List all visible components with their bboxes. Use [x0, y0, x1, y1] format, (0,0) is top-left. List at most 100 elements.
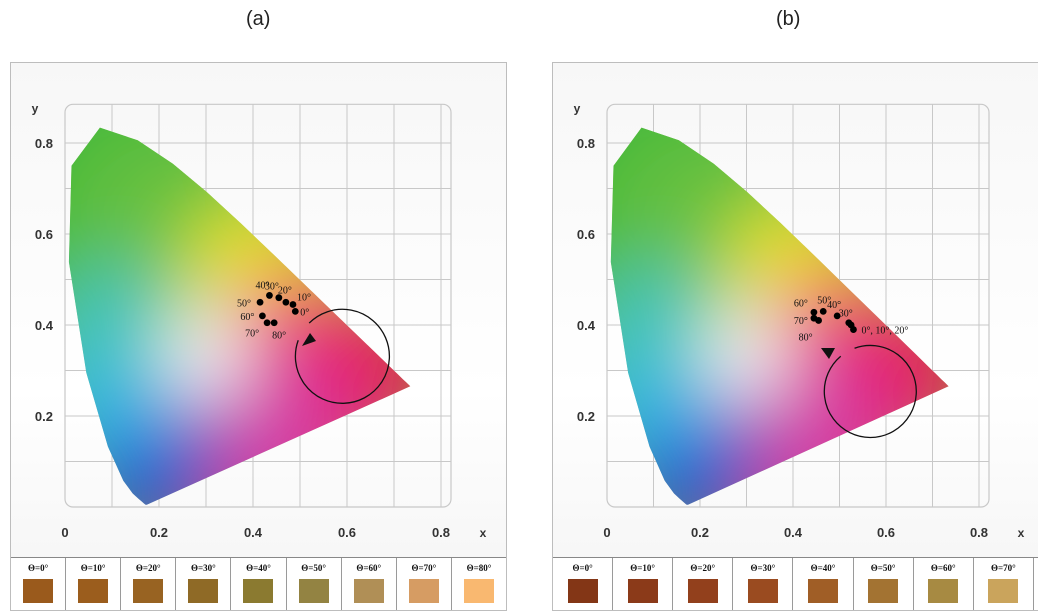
cie-chromaticity-diagram-a: 0 0.2 0.4 0.6 0.8 0.2 0.4 0.6 0.8 x y 0° 10° 20°30°40…: [32, 101, 487, 540]
data-point: [291, 307, 299, 315]
color-swatch-row-a: Θ=0° Θ=10° Θ=20° Θ=30° Θ=40° Θ=50° Θ=60° Θ=70° Θ…: [11, 557, 506, 610]
swatch-color: [627, 579, 658, 603]
swatch-color: [78, 579, 109, 603]
swatch-color: [23, 579, 54, 603]
data-point: [266, 292, 273, 299]
chromaticity-gamut: [68, 127, 411, 505]
data-point: [289, 301, 297, 308]
data-point-label: 40°: [827, 300, 841, 311]
chart-panel-a: 0 0.2 0.4 0.6 0.8 0.2 0.4 0.6 0.8 x y 0° 10° 20° 30° 40…: [10, 62, 507, 611]
x-tick-label: 0.6: [877, 525, 895, 540]
swatch-label: Θ=60°: [930, 563, 956, 573]
rotation-arrow-head: [821, 348, 835, 359]
x-tick-label: 0.4: [244, 525, 263, 540]
swatch-color: [298, 579, 329, 603]
swatch-cell: Θ=70°: [974, 558, 1034, 610]
data-point: [256, 298, 264, 306]
x-tick-label: 0.4: [784, 525, 803, 540]
data-point: [275, 294, 283, 302]
data-point-label: 20°: [278, 285, 292, 296]
y-tick-label: 0.6: [35, 227, 53, 242]
panel-label-a: (a): [246, 8, 271, 30]
swatch-color: [188, 579, 219, 603]
swatch-cell: Θ=50°: [287, 558, 342, 610]
swatch-label: Θ=70°: [411, 563, 437, 573]
y-tick-label: 0.8: [35, 136, 53, 151]
plot-frame: [606, 103, 990, 508]
swatch-color: [868, 579, 899, 603]
y-tick-label: 0.4: [35, 318, 54, 333]
y-tick-label: 0.2: [577, 409, 595, 424]
swatch-color: [747, 579, 778, 603]
rotation-arrow-head: [302, 333, 316, 346]
swatch-cell: Θ=10°: [66, 558, 122, 610]
swatch-color: [988, 579, 1019, 603]
swatch-color: [408, 579, 439, 603]
swatch-cell: Θ=0°: [553, 558, 614, 610]
x-tick-label: 0.6: [338, 525, 356, 540]
panel-label-b: (b): [776, 8, 801, 30]
swatch-color: [353, 579, 384, 603]
swatch-cell: Θ=0°: [11, 558, 67, 610]
data-point-label: 70°: [794, 316, 808, 327]
data-point: [282, 298, 290, 306]
swatch-cell: Θ=60°: [342, 558, 397, 610]
rotation-arrow-arc: [294, 308, 391, 404]
data-point: [810, 308, 818, 316]
x-tick-label: 0: [61, 525, 68, 540]
swatch-color: [567, 579, 598, 603]
swatch-color: [687, 579, 718, 603]
swatch-label: Θ=0°: [572, 563, 593, 573]
x-tick-label: 0.8: [432, 525, 450, 540]
x-tick-label: 0: [603, 525, 610, 540]
swatch-label: Θ=80°: [466, 563, 492, 573]
data-point: [815, 317, 822, 324]
data-point-label: 30°: [839, 309, 853, 320]
swatch-label: Θ=40°: [246, 563, 271, 573]
plot-frame: [64, 103, 452, 508]
swatch-cell: Θ=20°: [673, 558, 734, 610]
color-swatch-row-b: Θ=0° Θ=10° Θ=20° Θ=30° Θ=40° Θ=50° Θ=60° Θ=70° Θ…: [553, 557, 1038, 610]
swatch-label: Θ=0°: [27, 563, 49, 573]
data-point-label: 60°: [794, 298, 808, 309]
data-point-label: 80°: [799, 332, 813, 343]
x-tick-label: 0.8: [970, 525, 988, 540]
data-point-label: 10°: [297, 293, 311, 304]
y-axis-label: y: [32, 101, 39, 115]
x-axis-label: x: [480, 526, 487, 540]
swatch-label: Θ=40°: [810, 563, 836, 573]
data-point-label: 0°, 10°, 20°: [861, 326, 908, 337]
swatch-cell: Θ=10°: [613, 558, 674, 610]
swatch-label: Θ=50°: [870, 563, 896, 573]
y-tick-label: 0.4: [577, 318, 596, 333]
data-point-label: 60°: [240, 312, 254, 323]
chart-panel-b: 0 0.2 0.4 0.6 0.8 0.2 0.4 0.6 0.8 x y 0°, 10°, 20° 3…: [552, 62, 1038, 611]
swatch-color: [807, 579, 838, 603]
y-tick-label: 0.2: [35, 409, 53, 424]
y-axis-label: y: [574, 101, 581, 115]
swatch-cell: Θ=20°: [121, 558, 177, 610]
swatch-color: [463, 579, 494, 603]
rotation-arrow-arc: [823, 344, 917, 439]
swatch-label: Θ=30°: [191, 563, 216, 573]
swatch-label: Θ=50°: [301, 563, 326, 573]
y-tick-label: 0.6: [577, 227, 595, 242]
swatch-label: Θ=20°: [690, 563, 716, 573]
data-point: [263, 319, 271, 327]
swatch-cell: Θ=60°: [914, 558, 974, 610]
swatch-label: Θ=10°: [80, 563, 106, 573]
swatch-cell: Θ=30°: [176, 558, 232, 610]
swatch-cell: Θ=40°: [231, 558, 287, 610]
data-point-label: 70°: [245, 329, 259, 340]
data-point-label: 0°: [300, 307, 309, 318]
swatch-cell: Θ=70°: [397, 558, 452, 610]
swatch-cell: Θ=80°: [1034, 558, 1038, 610]
data-point-label: 40°: [255, 280, 269, 291]
swatch-color: [243, 579, 274, 603]
x-tick-label: 0.2: [150, 525, 168, 540]
data-point: [259, 312, 266, 320]
data-point: [819, 307, 827, 315]
chromaticity-gamut: [610, 127, 949, 505]
data-point: [270, 319, 278, 327]
swatch-label: Θ=60°: [356, 563, 382, 573]
